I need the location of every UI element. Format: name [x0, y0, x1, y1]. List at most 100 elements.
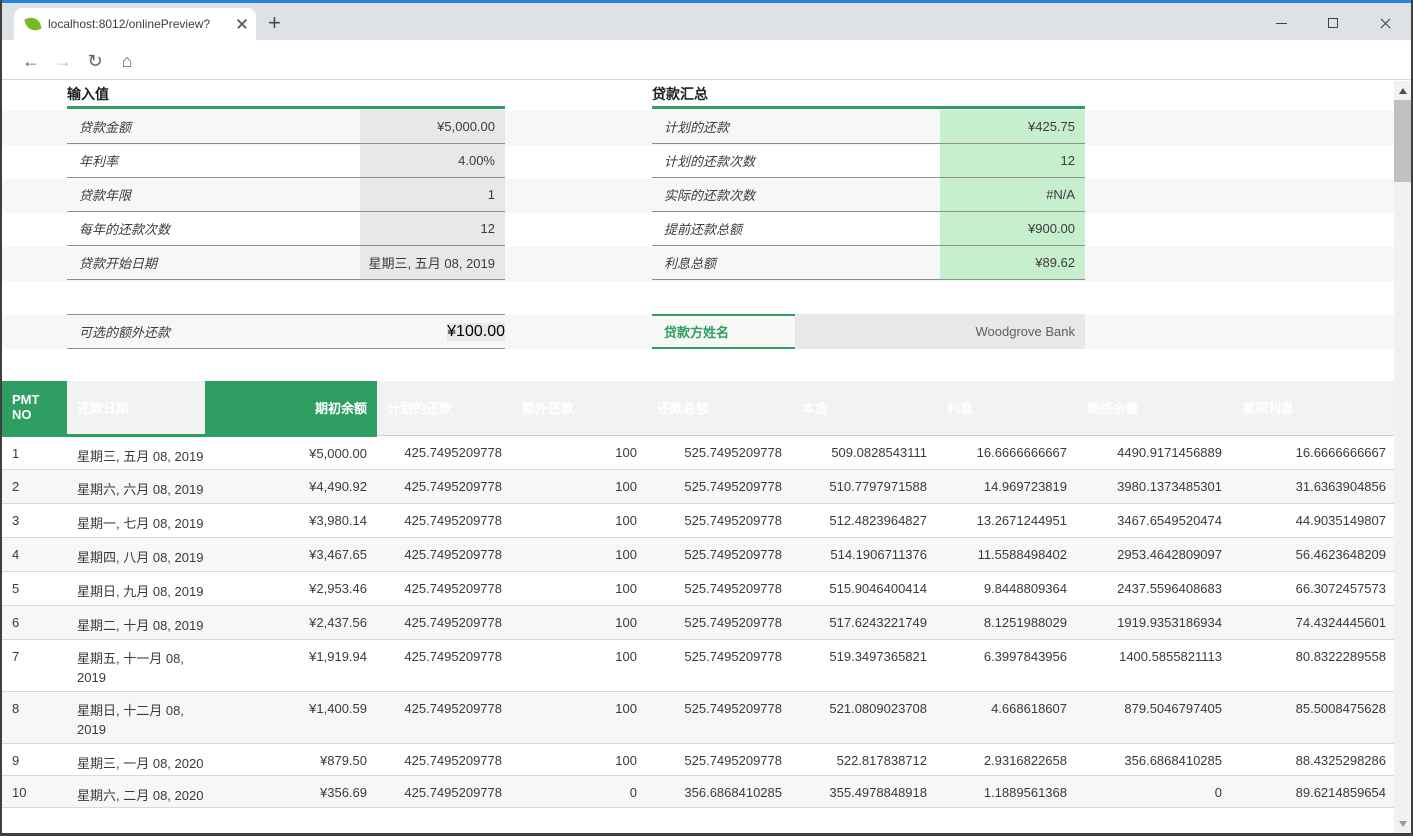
schedule-cell: ¥2,953.46: [205, 571, 377, 605]
schedule-cell: 100: [512, 503, 647, 537]
schedule-cell: 80.8322289558: [1232, 639, 1396, 691]
schedule-cell: 425.7495209778: [377, 743, 512, 775]
schedule-cell: 14.969723819: [937, 469, 1077, 503]
back-button[interactable]: ←: [18, 48, 44, 74]
schedule-cell: 16.6666666667: [937, 435, 1077, 469]
input-row-value: ¥5,000.00: [360, 110, 505, 143]
schedule-row: 5星期日, 九月 08, 2019¥2,953.46425.7495209778…: [2, 571, 1396, 605]
summary-row: 实际的还款次数 #N/A: [652, 178, 1085, 212]
schedule-cell: 0: [1077, 775, 1232, 807]
schedule-cell: 星期三, 一月 08, 2020: [67, 743, 205, 775]
schedule-cell: 425.7495209778: [377, 469, 512, 503]
input-row-value: 1: [360, 178, 505, 211]
input-row-value: 星期三, 五月 08, 2019: [360, 246, 505, 279]
schedule-cell: 6.3997843956: [937, 639, 1077, 691]
scrollbar-thumb[interactable]: [1394, 100, 1411, 182]
schedule-cell: 88.4325298286: [1232, 743, 1396, 775]
header-ending-balance: 期终余额: [1077, 381, 1232, 435]
input-row: 贷款金额 ¥5,000.00: [67, 110, 505, 144]
schedule-cell: 2437.5596408683: [1077, 571, 1232, 605]
page-content: 输入值 贷款金额 ¥5,000.00 年利率 4.00% 贷款年限 1 每年的还…: [2, 81, 1411, 833]
new-tab-button[interactable]: +: [268, 11, 281, 35]
reload-button[interactable]: ↻: [82, 48, 108, 74]
header-payment-date: 还款日期: [67, 381, 205, 435]
close-icon: [1379, 17, 1392, 30]
schedule-cell: 8: [2, 691, 67, 743]
schedule-cell: 525.7495209778: [647, 605, 792, 639]
schedule-cell: 74.4324445601: [1232, 605, 1396, 639]
input-row-label: 贷款年限: [67, 185, 360, 204]
schedule-cell: ¥879.50: [205, 743, 377, 775]
browser-toolbar: ← → ↻ ⌂ i localhost:8012/onlinePreview?u…: [2, 40, 1411, 80]
schedule-cell: ¥1,919.94: [205, 639, 377, 691]
schedule-row: 6星期二, 十月 08, 2019¥2,437.56425.7495209778…: [2, 605, 1396, 639]
schedule-cell: 星期日, 十二月 08, 2019: [67, 691, 205, 743]
vertical-scrollbar[interactable]: [1394, 81, 1411, 833]
schedule-cell: 356.6868410285: [1077, 743, 1232, 775]
scroll-up-button[interactable]: [1394, 82, 1411, 99]
schedule-cell: 519.3497365821: [792, 639, 937, 691]
summary-row: 计划的还款 ¥425.75: [652, 110, 1085, 144]
maximize-button[interactable]: [1307, 6, 1359, 40]
schedule-cell: 100: [512, 743, 647, 775]
schedule-cell: 509.0828543111: [792, 435, 937, 469]
close-button[interactable]: [1359, 6, 1411, 40]
schedule-cell: 1919.9353186934: [1077, 605, 1232, 639]
schedule-row: 9星期三, 一月 08, 2020¥879.50425.749520977810…: [2, 743, 1396, 775]
summary-row-value: ¥89.62: [940, 246, 1085, 279]
schedule-cell: 425.7495209778: [377, 691, 512, 743]
input-row-label: 年利率: [67, 151, 360, 170]
home-button[interactable]: ⌂: [114, 48, 140, 74]
extra-payment-label: 可选的额外还款: [67, 322, 447, 341]
schedule-cell: 100: [512, 435, 647, 469]
schedule-cell: 425.7495209778: [377, 639, 512, 691]
input-row: 每年的还款次数 12: [67, 212, 505, 246]
summary-row-label: 提前还款总额: [652, 219, 940, 238]
schedule-cell: 512.4823964827: [792, 503, 937, 537]
extra-payment-value: ¥100.00: [447, 323, 505, 341]
schedule-cell: 515.9046400414: [792, 571, 937, 605]
schedule-cell: 425.7495209778: [377, 537, 512, 571]
summary-table-underline: [652, 106, 1085, 109]
schedule-row: 7星期五, 十一月 08, 2019¥1,919.94425.749520977…: [2, 639, 1396, 691]
schedule-cell: ¥5,000.00: [205, 435, 377, 469]
lender-name-label: 贷款方姓名: [652, 314, 795, 349]
browser-window: localhost:8012/onlinePreview? + ← → ↻ ⌂ …: [0, 0, 1413, 836]
summary-row: 提前还款总额 ¥900.00: [652, 212, 1085, 246]
schedule-cell: 425.7495209778: [377, 775, 512, 807]
schedule-cell: ¥2,437.56: [205, 605, 377, 639]
schedule-cell: 星期一, 七月 08, 2019: [67, 503, 205, 537]
input-row: 贷款年限 1: [67, 178, 505, 212]
scroll-down-button[interactable]: [1394, 815, 1411, 832]
minimize-button[interactable]: [1255, 6, 1307, 40]
scroll-down-icon: [1399, 821, 1407, 827]
input-row: 贷款开始日期 星期三, 五月 08, 2019: [67, 246, 505, 280]
schedule-cell: ¥3,980.14: [205, 503, 377, 537]
schedule-cell: 13.2671244951: [937, 503, 1077, 537]
input-row-value: 12: [360, 212, 505, 245]
summary-row-label: 实际的还款次数: [652, 185, 940, 204]
tab-close-icon[interactable]: [236, 18, 248, 30]
schedule-cell: 星期五, 十一月 08, 2019: [67, 639, 205, 691]
schedule-row: 2星期六, 六月 08, 2019¥4,490.92425.7495209778…: [2, 469, 1396, 503]
forward-button[interactable]: →: [50, 48, 76, 74]
maximize-icon: [1328, 18, 1338, 28]
header-interest: 利息: [937, 381, 1077, 435]
schedule-cell: 9: [2, 743, 67, 775]
schedule-cell: 517.6243221749: [792, 605, 937, 639]
schedule-cell: 3467.6549520474: [1077, 503, 1232, 537]
schedule-cell: 425.7495209778: [377, 435, 512, 469]
schedule-cell: 56.4623648209: [1232, 537, 1396, 571]
browser-tab[interactable]: localhost:8012/onlinePreview?: [14, 8, 256, 40]
schedule-cell: 100: [512, 691, 647, 743]
schedule-cell: 31.6363904856: [1232, 469, 1396, 503]
schedule-cell: 525.7495209778: [647, 639, 792, 691]
lender-name-value: Woodgrove Bank: [795, 314, 1085, 349]
schedule-cell: 星期三, 五月 08, 2019: [67, 435, 205, 469]
schedule-row: 10星期六, 二月 08, 2020¥356.69425.74952097780…: [2, 775, 1396, 807]
schedule-cell: 5: [2, 571, 67, 605]
schedule-cell: 525.7495209778: [647, 743, 792, 775]
schedule-cell: 4490.9171456889: [1077, 435, 1232, 469]
input-table-underline: [67, 106, 505, 109]
schedule-cell: 9.8448809364: [937, 571, 1077, 605]
